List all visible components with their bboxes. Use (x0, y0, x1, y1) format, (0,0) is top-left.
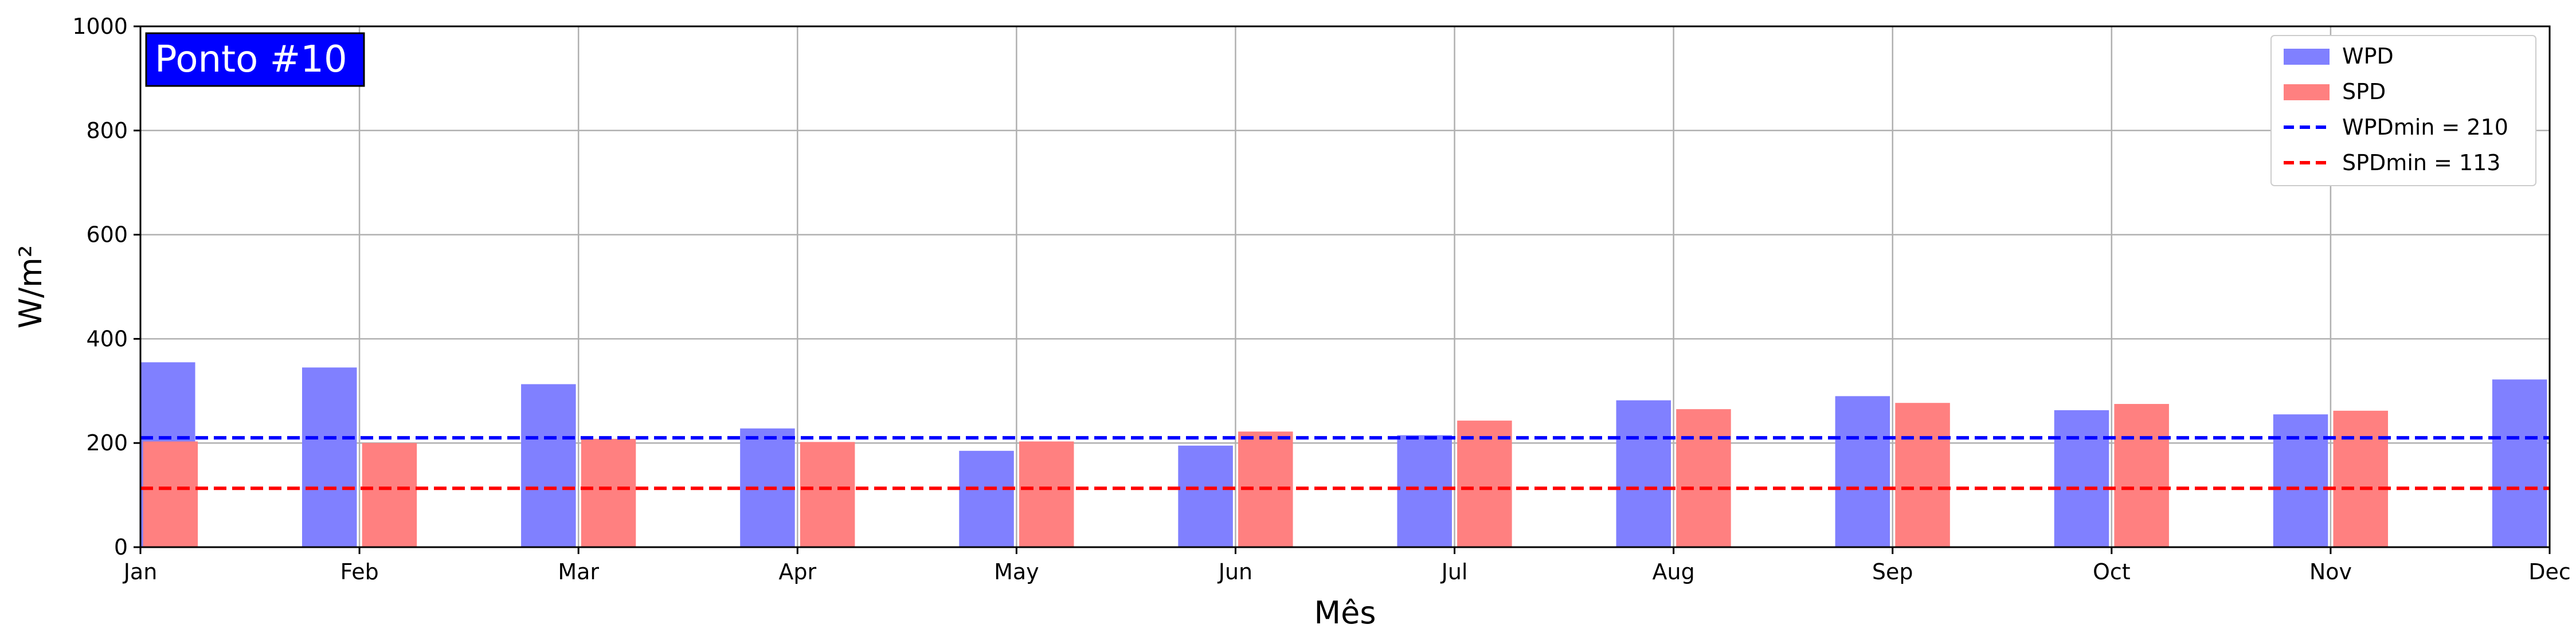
bars (140, 362, 2547, 547)
bar-spd-apr (800, 442, 855, 547)
bar-spd-nov (2333, 410, 2389, 547)
x-tick-label: Apr (778, 559, 816, 584)
legend-swatch-wpd (2284, 49, 2330, 65)
x-tick-label: Jan (123, 559, 158, 584)
y-tick-label: 800 (86, 118, 128, 143)
bar-spd-jan (143, 441, 198, 547)
bar-wpd-dec (2492, 379, 2547, 547)
y-tick-label: 600 (86, 222, 128, 248)
point-badge: Ponto #10 (145, 32, 365, 87)
legend-swatch-spd (2284, 84, 2330, 100)
bar-wpd-jul (1397, 435, 1452, 547)
legend-box (2270, 35, 2536, 186)
bar-wpd-sep (1835, 396, 1890, 547)
plot-frame (139, 25, 2551, 548)
y-tick-label: 200 (86, 430, 128, 455)
x-tick-label: Aug (1653, 559, 1695, 584)
x-axis-ticks: Jan Feb Mar Apr May Jun Jul Aug Sep Oct Nov Dec (123, 547, 2571, 584)
x-tick-label: Feb (340, 559, 378, 584)
legend-label: WPD (2342, 44, 2394, 69)
bar-wpd-nov (2273, 414, 2328, 547)
bar-wpd-jun (1178, 445, 1233, 547)
bar-wpd-mar (521, 384, 576, 547)
x-tick-label: May (994, 559, 1039, 584)
x-tick-label: Nov (2309, 559, 2352, 584)
y-axis-ticks: 0 200 400 600 800 1000 (72, 14, 140, 560)
bar-spd-sep (1895, 403, 1950, 547)
bar-spd-may (1019, 441, 1074, 547)
x-tick-label: Jul (1440, 559, 1468, 584)
y-axis-title: W/m² (13, 245, 49, 329)
bar-spd-mar (581, 438, 636, 547)
bar-spd-oct (2114, 404, 2169, 547)
y-tick-label: 400 (86, 326, 128, 351)
legend-label: SPDmin = 113 (2342, 150, 2500, 175)
y-tick-label: 0 (114, 535, 128, 560)
x-tick-label: Dec (2528, 559, 2571, 584)
legend-label: SPD (2342, 79, 2386, 104)
bar-wpd-may (959, 450, 1014, 547)
x-axis-title: Mês (1314, 595, 1376, 631)
bar-wpd-oct (2054, 410, 2109, 547)
bar-spd-jul (1457, 421, 1512, 547)
plot-background (140, 26, 2550, 547)
x-tick-label: Jun (1217, 559, 1252, 584)
x-tick-label: Sep (1872, 559, 1913, 584)
bar-spd-aug (1676, 409, 1731, 547)
bar-wpd-aug (1616, 400, 1671, 547)
bar-wpd-feb (302, 367, 357, 547)
bar-spd-feb (362, 443, 417, 547)
x-tick-label: Mar (558, 559, 599, 584)
point-badge-box (145, 32, 365, 87)
point-badge-label: Ponto #10 (155, 38, 347, 81)
reference-lines (140, 436, 2550, 490)
legend-label: WPDmin = 210 (2342, 115, 2508, 140)
x-tick-label: Oct (2093, 559, 2131, 584)
legend: WPD SPD WPDmin = 210 SPDmin = 113 (2270, 35, 2536, 186)
y-tick-label: 1000 (72, 14, 128, 39)
